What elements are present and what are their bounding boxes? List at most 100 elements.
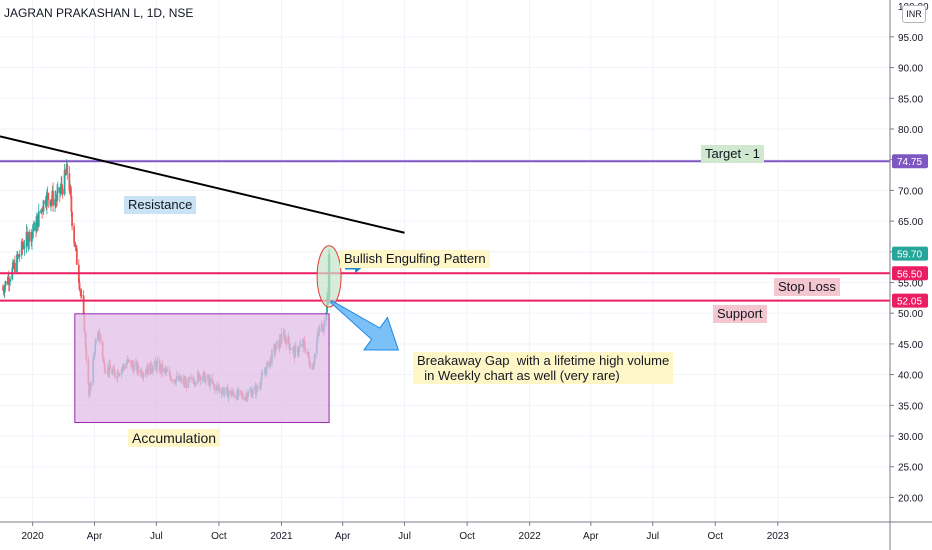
candle-body [56, 192, 59, 202]
y-tick-label: 80.00 [898, 125, 923, 136]
price-tag-label: 56.50 [897, 269, 922, 280]
candle-body [54, 199, 56, 206]
x-tick-label: 2021 [270, 531, 293, 542]
candle-body [54, 199, 57, 201]
x-tick-label: 2023 [767, 531, 790, 542]
candle-body [50, 199, 53, 202]
candle-body [27, 241, 30, 246]
candle-body [9, 279, 12, 282]
candle-body [60, 184, 63, 189]
candle-body [2, 288, 5, 292]
y-tick-label: 40.00 [898, 371, 923, 382]
stop-loss-label: Stop Loss [774, 278, 840, 296]
candle-body [7, 277, 10, 285]
candle-body [80, 294, 83, 296]
price-tag [892, 293, 928, 308]
price-tag-label: 74.75 [897, 157, 922, 168]
candle-body [75, 248, 78, 265]
candle-body [18, 255, 21, 257]
candle-body [31, 231, 34, 234]
candle-body [73, 226, 76, 243]
candle-body [3, 286, 6, 293]
x-tick-label: Apr [87, 531, 103, 542]
y-tick-label: 45.00 [898, 340, 923, 351]
candle-body [69, 186, 72, 197]
candle-body [82, 295, 85, 314]
x-tick-label: Oct [459, 531, 475, 542]
candle-body [71, 212, 73, 227]
support-label: Support [713, 305, 767, 323]
candle-body [8, 281, 11, 285]
chart-overlays [0, 135, 890, 424]
candle-body [25, 231, 28, 247]
candle-body [20, 241, 23, 256]
bullish-engulfing-label: Bullish Engulfing Pattern [340, 250, 490, 268]
candle-body [41, 211, 44, 213]
candle-body [41, 209, 44, 212]
candle-body [37, 211, 40, 227]
x-tick-label: Jul [398, 531, 411, 542]
y-tick-label: 95.00 [898, 33, 923, 44]
price-tag [892, 266, 928, 281]
candle-body [66, 164, 69, 174]
candle-body [46, 192, 49, 194]
x-tick-label: Apr [335, 531, 351, 542]
candle-body [73, 242, 76, 247]
y-tick-label: 50.00 [898, 309, 923, 320]
candle-body [14, 262, 16, 273]
x-tick-label: Oct [211, 531, 227, 542]
candle-body [21, 241, 24, 248]
candle-body [26, 231, 29, 235]
price-tag-label: 59.70 [897, 250, 922, 261]
target-label: Target - 1 [701, 145, 764, 163]
chart-title: JAGRAN PRAKASHAN L, 1D, NSE [4, 6, 194, 20]
currency-badge[interactable]: INR [902, 5, 926, 23]
price-tag [892, 154, 928, 169]
y-tick-label: 65.00 [898, 217, 923, 228]
y-tick-label: 30.00 [898, 432, 923, 443]
candle-body [4, 281, 7, 287]
breakaway-gap-label: Breakaway Gap with a lifetime high volum… [413, 352, 674, 384]
candle-body [31, 233, 33, 242]
y-tick-label: 55.00 [898, 278, 923, 289]
candle-body [56, 187, 59, 193]
candle-body [26, 234, 29, 246]
candle-body [59, 189, 62, 194]
x-tick-label: Jul [646, 531, 659, 542]
candle-body [63, 170, 66, 195]
candle-body [16, 254, 18, 273]
engulfing-highlight-ellipse [316, 245, 342, 308]
resistance-trendline [0, 135, 405, 234]
x-tick-label: Jul [150, 531, 163, 542]
candle-body [46, 192, 48, 206]
candle-body [23, 246, 26, 249]
candle-body [70, 196, 73, 213]
y-tick-label: 90.00 [898, 64, 923, 75]
breakaway-arrow-icon [329, 300, 400, 351]
candle-body [33, 222, 35, 231]
y-tick-label: 20.00 [898, 493, 923, 504]
price-tag [892, 246, 928, 261]
candle-body [52, 190, 54, 206]
candle-body [75, 245, 78, 249]
candle-body [39, 210, 42, 212]
x-tick-label: 2022 [519, 531, 542, 542]
y-tick-label: 25.00 [898, 463, 923, 474]
candle-body [64, 170, 67, 175]
y-tick-label: 70.00 [898, 186, 923, 197]
candle-body [44, 200, 47, 204]
candle-body [68, 173, 71, 191]
price-tag-label: 52.05 [897, 297, 922, 308]
accumulation-box [74, 313, 330, 424]
x-tick-label: Oct [707, 531, 723, 542]
x-tick-label: 2020 [22, 531, 45, 542]
candle-body [80, 290, 82, 295]
candle-body [79, 289, 82, 291]
resistance-label: Resistance [124, 196, 197, 214]
candle-body [42, 200, 45, 212]
y-tick-label: 85.00 [898, 94, 923, 105]
candle-body [61, 188, 64, 195]
y-tick-label: 35.00 [898, 401, 923, 412]
